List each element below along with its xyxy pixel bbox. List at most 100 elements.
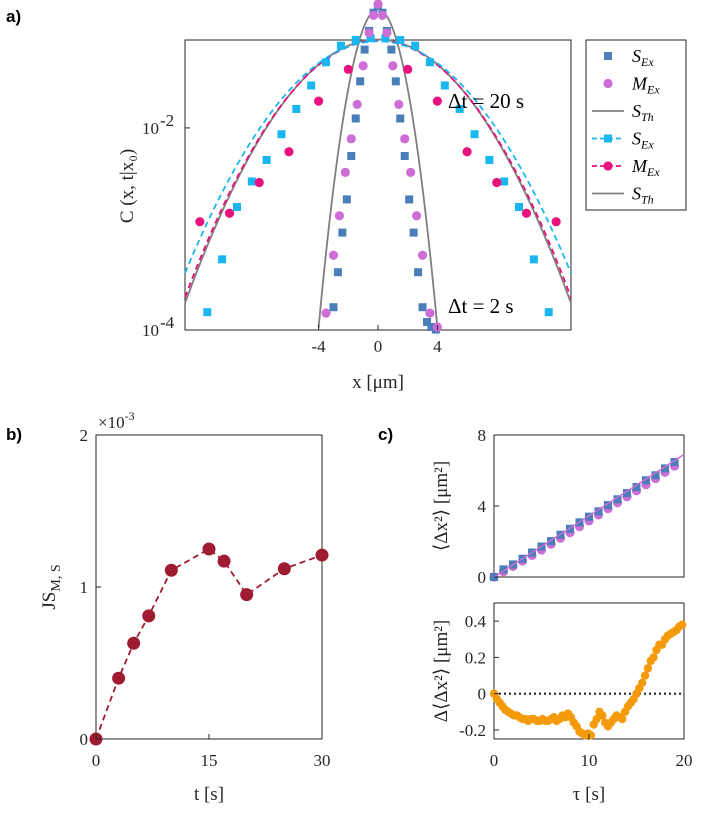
- js-point-4: [164, 563, 178, 577]
- marker-m-ex-dt-2s-9: [373, 0, 383, 9]
- b-xtick-label-0: 0: [92, 751, 101, 770]
- panel-a-xlabel: x [μm]: [352, 372, 404, 393]
- panel-c-top: 0 4 8 ⟨Δx²⟩ [μm²]: [431, 426, 685, 587]
- marker-s-ex-dt-2s-1: [333, 268, 342, 277]
- marker-m-ex-dt-2s-16: [412, 211, 422, 221]
- marker-s-ex-dt-20s-18: [470, 130, 479, 139]
- marker-m-ex-dt-20s-9: [492, 177, 502, 188]
- c-top-ytick-label-2: 8: [478, 426, 487, 445]
- marker-s-ex-dt-2s-7: [360, 45, 369, 54]
- marker-s-ex-dt-2s-19: [414, 268, 423, 277]
- panel-c-bottom-xlabel: τ [s]: [573, 784, 605, 805]
- marker-m-ex-dt-20s-2: [254, 177, 264, 188]
- legend-marker-3: [604, 134, 612, 143]
- marker-s-ex-dt-20s-11: [366, 34, 375, 43]
- panel-b-exponent: ×10-3: [98, 409, 135, 432]
- marker-m-ex-dt-2s-11: [382, 28, 392, 38]
- marker-m-ex-dt-2s-8: [368, 10, 379, 20]
- panel-b-plot: [89, 542, 329, 746]
- c-top-ytick-label-1: 4: [478, 497, 487, 516]
- marker-m-ex-dt-20s-11: [551, 217, 561, 227]
- panel-a-lines: [184, 8, 572, 328]
- a-ytick-exp-0: -4: [160, 313, 175, 332]
- msd-s-10: [585, 512, 593, 521]
- marker-s-ex-dt-2s-2: [338, 228, 347, 237]
- marker-s-ex-dt-20s-2: [232, 202, 241, 211]
- marker-s-ex-dt-2s-0: [329, 303, 338, 312]
- diff-point-66: [677, 620, 687, 629]
- legend-label-4: MEx: [631, 156, 660, 179]
- line-m-ex-fit-dt-20s: [184, 39, 572, 298]
- marker-s-ex-dt-20s-15: [425, 58, 434, 67]
- marker-s-ex-dt-20s-7: [307, 81, 316, 90]
- marker-s-ex-dt-20s-23: [544, 308, 553, 317]
- marker-m-ex-dt-20s-10: [521, 208, 532, 218]
- marker-s-ex-dt-2s-21: [422, 317, 431, 326]
- marker-m-ex-dt-2s-6: [358, 61, 368, 71]
- diff-point-38: [598, 711, 607, 720]
- b-xtick-label-2: 30: [314, 751, 331, 770]
- js-point-5: [202, 542, 216, 556]
- marker-m-ex-dt-2s-4: [346, 134, 356, 144]
- marker-m-ex-dt-20s-5: [343, 64, 353, 74]
- b-ytick-label-2: 2: [80, 426, 89, 445]
- marker-m-ex-dt-20s-3: [284, 147, 294, 157]
- marker-m-ex-dt-2s-12: [388, 61, 398, 71]
- marker-s-ex-dt-2s-14: [391, 77, 400, 86]
- marker-s-ex-dt-2s-16: [400, 152, 409, 161]
- marker-m-ex-dt-20s-1: [224, 208, 235, 218]
- panel-b-ticks: 0 15 30 0 1 2: [80, 426, 331, 770]
- legend-label-2: STh: [632, 101, 654, 124]
- marker-s-ex-dt-20s-17: [455, 104, 464, 113]
- annotation-dt-2s: Δt = 2 s: [448, 294, 514, 318]
- marker-m-ex-dt-2s-17: [417, 250, 428, 260]
- marker-s-ex-dt-20s-20: [500, 177, 509, 186]
- js-line: [95, 547, 323, 740]
- marker-m-ex-dt-2s-15: [406, 167, 416, 177]
- line-s-th-dt-2s: [317, 8, 439, 328]
- panel-c-top-plot: [489, 453, 685, 582]
- c-bot-ytick-label-3: 0.4: [465, 612, 487, 631]
- legend-label-1: MEx: [631, 74, 660, 97]
- js-point-3: [142, 609, 156, 623]
- panel-a-legend: SEx MEx STh SEx MEx STh: [585, 39, 687, 211]
- panel-c-top-ylabel: ⟨Δx²⟩ [μm²]: [431, 461, 452, 551]
- marker-s-ex-dt-20s-1: [218, 255, 227, 264]
- panel-b: 0 15 30 0 1 2 ×10-3 t [s] JSM, S: [39, 409, 331, 805]
- marker-s-ex-dt-20s-21: [515, 202, 524, 211]
- marker-m-ex-dt-2s-0: [321, 308, 331, 318]
- legend-marker-1: [603, 78, 613, 89]
- panel-c-bottom-ticks: 0 10 20-0.200.20.4: [459, 612, 692, 770]
- marker-s-ex-dt-2s-5: [351, 114, 360, 123]
- msd-s-18: [661, 464, 669, 473]
- diff-point-34: [586, 731, 596, 740]
- panel-a-ylabel: C (x, t|x₀): [117, 149, 138, 223]
- a-ytick-label-1: 10: [142, 119, 159, 138]
- marker-s-ex-dt-2s-17: [405, 195, 414, 204]
- c-bot-ytick-label-0: -0.2: [459, 721, 486, 740]
- msd-fit-line: [493, 453, 685, 578]
- b-ytick-label-1: 1: [80, 578, 89, 597]
- marker-m-ex-dt-20s-0: [195, 217, 205, 227]
- marker-s-ex-dt-20s-6: [292, 104, 301, 113]
- msd-s-15: [632, 483, 641, 492]
- panel-label-b: b): [6, 425, 22, 444]
- legend-label-3: SEx: [632, 129, 654, 152]
- c-bot-xtick-label-1: 10: [581, 751, 598, 770]
- a-ytick-label-0: 10: [142, 321, 159, 340]
- marker-s-ex-dt-2s-22: [427, 323, 436, 332]
- marker-s-ex-dt-20s-19: [485, 155, 494, 164]
- msd-s-11: [594, 507, 603, 516]
- panel-b-frame: [95, 434, 323, 740]
- js-point-7: [240, 588, 254, 602]
- c-bot-xtick-label-2: 20: [676, 751, 693, 770]
- msd-s-13: [613, 495, 622, 504]
- marker-m-ex-dt-20s-4: [314, 96, 324, 106]
- marker-s-ex-dt-20s-22: [529, 255, 538, 264]
- diff-point-54: [643, 664, 653, 673]
- marker-s-ex-dt-20s-10: [351, 36, 360, 45]
- marker-s-ex-dt-2s-18: [409, 228, 418, 237]
- legend-label-0: SEx: [632, 46, 654, 69]
- marker-m-ex-dt-2s-10: [377, 10, 388, 20]
